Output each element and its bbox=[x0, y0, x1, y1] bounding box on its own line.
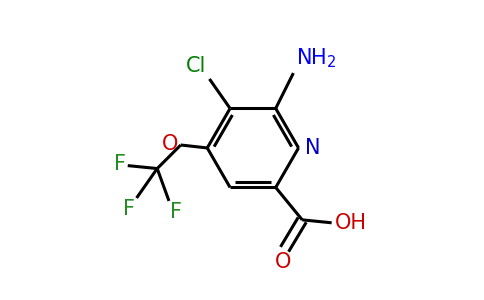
Text: O: O bbox=[275, 252, 291, 272]
Text: N: N bbox=[305, 138, 320, 158]
Text: F: F bbox=[123, 200, 135, 220]
Text: F: F bbox=[114, 154, 126, 174]
Text: OH: OH bbox=[334, 213, 366, 233]
Text: Cl: Cl bbox=[186, 56, 207, 76]
Text: NH$_2$: NH$_2$ bbox=[296, 46, 337, 70]
Text: F: F bbox=[170, 202, 182, 222]
Text: O: O bbox=[162, 134, 178, 154]
